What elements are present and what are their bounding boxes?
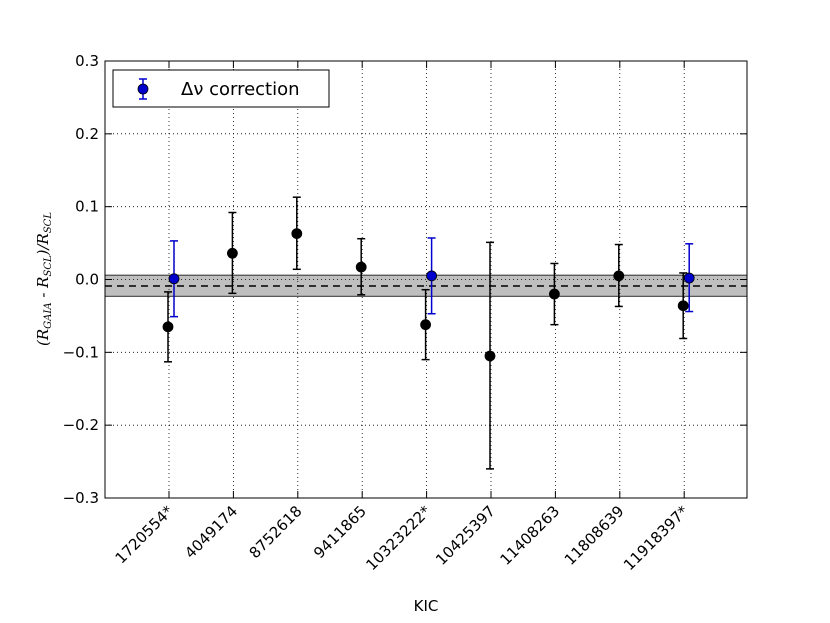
y-tick-label: 0.3: [75, 52, 99, 70]
data-point: [162, 321, 174, 333]
legend-marker: [137, 83, 149, 95]
y-tick-label: −0.3: [63, 489, 99, 507]
y-tick-label: 0.0: [75, 271, 99, 289]
data-points: [162, 196, 695, 470]
x-tick-label: 8752618: [246, 502, 306, 562]
x-tick-label: 10323222*: [362, 502, 434, 574]
x-tick-label: 4049174: [181, 502, 241, 562]
data-point: [549, 288, 560, 300]
data-point: [420, 319, 432, 331]
data-point: [226, 247, 238, 259]
grid: [105, 61, 747, 498]
y-tick-label: 0.1: [75, 198, 99, 216]
legend: Δν correction: [112, 69, 330, 108]
y-axis: −0.3 −0.2 −0.1 0.0 0.1 0.2 0.3: [63, 52, 747, 507]
x-tick-label: 10425397: [432, 502, 499, 569]
y-tick-label: 0.2: [75, 125, 99, 143]
y-axis-label: (RGAIA - RSCL)/RSCL: [34, 212, 54, 346]
x-tick-label: 11408263: [497, 502, 564, 569]
x-tick-label: 1720554*: [112, 502, 178, 568]
data-point: [484, 350, 496, 362]
y-tick-label: −0.2: [63, 416, 99, 434]
data-point: [426, 270, 438, 282]
legend-label: Δν correction: [181, 79, 300, 100]
y-tick-label: −0.1: [63, 343, 99, 361]
legend-box: [112, 69, 330, 108]
x-tick-label: 11808639: [561, 502, 628, 569]
x-tick-label: 9411865: [310, 502, 370, 562]
x-tick-label: 11918397*: [620, 502, 692, 574]
data-point: [355, 261, 367, 273]
data-point: [613, 270, 625, 282]
data-point: [168, 273, 180, 285]
data-point: [291, 228, 303, 240]
data-point: [683, 272, 695, 284]
data-point: [677, 300, 689, 312]
x-axis-label: KIC: [414, 597, 439, 615]
